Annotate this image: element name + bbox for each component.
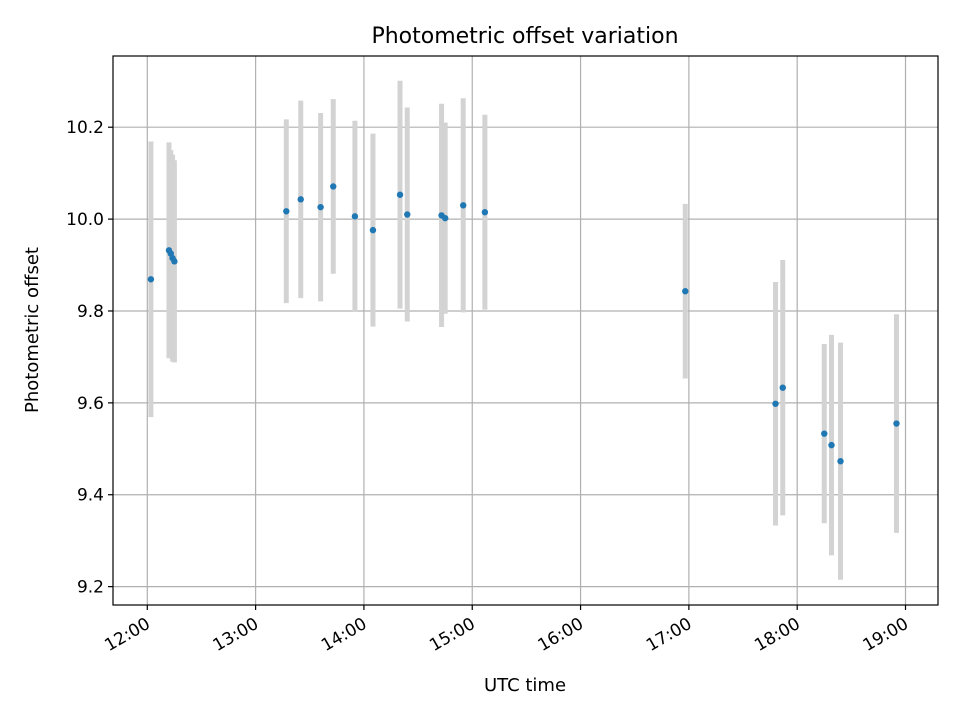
data-point: [330, 183, 337, 190]
y-tick-label: 10.0: [66, 210, 104, 230]
y-tick-label: 9.8: [77, 302, 104, 322]
data-point: [772, 400, 779, 407]
chart-title: Photometric offset variation: [371, 24, 678, 49]
data-point: [317, 203, 324, 211]
y-tick-label: 10.2: [66, 118, 104, 138]
data-point: [682, 288, 689, 295]
data-point: [821, 430, 828, 437]
data-point: [837, 458, 844, 465]
plot-frame: [112, 55, 939, 606]
data-point: [147, 276, 155, 283]
data-points: [147, 183, 900, 465]
data-point: [404, 211, 411, 218]
y-ticks: 9.2 9.4 9.6 9.8 10.0 10.2: [66, 118, 113, 598]
data-point: [779, 384, 786, 391]
data-point: [460, 202, 467, 209]
y-axis-label: Photometric offset: [22, 247, 43, 413]
data-point: [171, 258, 178, 265]
data-point: [828, 441, 835, 449]
data-point: [441, 214, 449, 222]
data-point: [351, 213, 359, 220]
data-point: [283, 208, 290, 215]
data-point: [396, 191, 404, 198]
data-point: [481, 209, 489, 216]
y-tick-label: 9.4: [77, 486, 104, 506]
data-point: [893, 420, 900, 427]
y-tick-label: 9.2: [77, 578, 104, 598]
grid: [113, 56, 938, 605]
data-point: [297, 196, 304, 203]
y-tick-label: 9.6: [77, 394, 104, 414]
x-axis-label: UTC time: [484, 675, 566, 696]
data-point: [369, 226, 377, 234]
